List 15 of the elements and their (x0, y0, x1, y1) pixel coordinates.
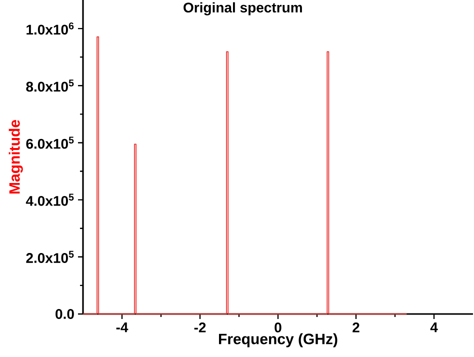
y-tick-label: 1.0x10$^{6}$ (26, 22, 74, 35)
x-tick-label: 2 (352, 322, 360, 332)
chart-title: Original spectrum (184, 2, 302, 16)
x-tick-label: -2 (194, 322, 206, 332)
y-tick-label: 2.0x10$^{5}$ (26, 250, 74, 263)
line-series (82, 36, 408, 314)
y-tick-label: 0.0 (56, 309, 74, 319)
x-tick-label: -4 (116, 322, 128, 332)
x-tick-label: 4 (430, 322, 438, 332)
x-axis-title: Frequency (GHz) (218, 333, 338, 348)
x-tick-label: 0 (274, 322, 282, 332)
y-tick-label: 4.0x10$^{5}$ (26, 194, 74, 206)
y-tick-label: 8.0x10$^{5}$ (26, 80, 74, 92)
y-axis-title: Magnitude (8, 120, 23, 194)
y-tick-label: 6.0x10$^{5}$ (26, 136, 74, 149)
